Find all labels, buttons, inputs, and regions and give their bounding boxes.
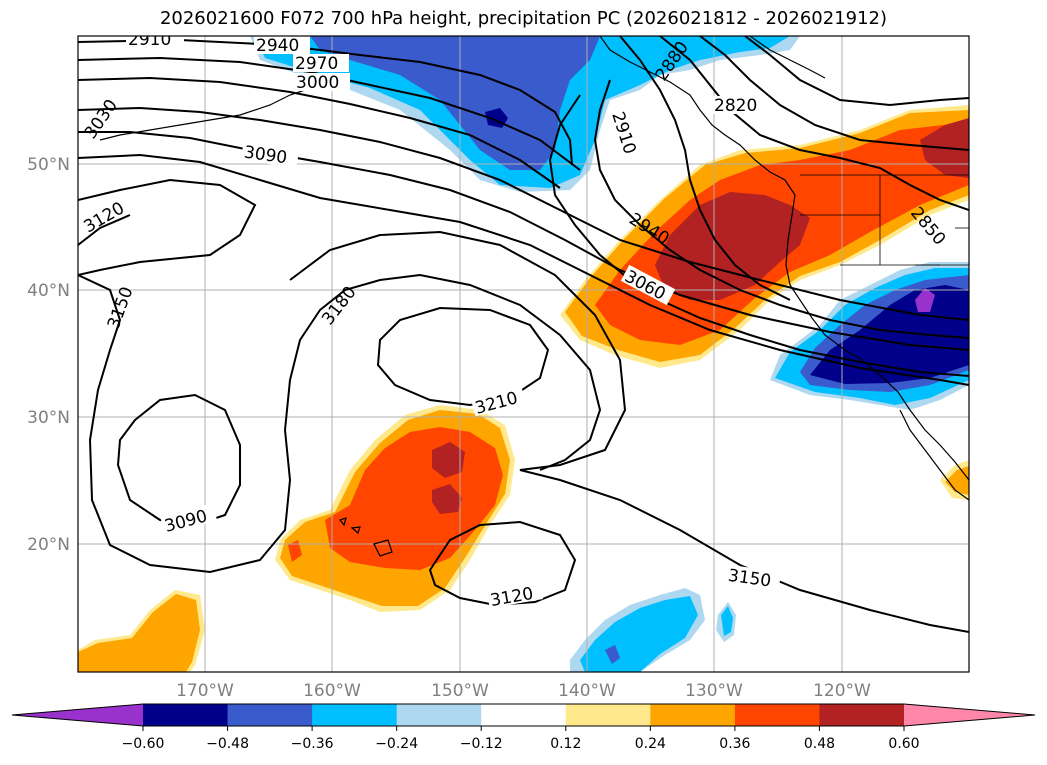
colorbar-segment: [481, 704, 567, 726]
coastlines: [99, 36, 969, 557]
colorbar-tick-label: −0.60: [122, 736, 165, 752]
lat-label-50n: 50°N: [27, 155, 70, 175]
gridlines: [78, 36, 969, 672]
colorbar-segment: [396, 704, 482, 726]
contour-label: 2940: [256, 36, 299, 56]
colorbar-tick-label: −0.12: [460, 736, 503, 752]
contour-label: 2970: [295, 54, 338, 74]
colorbar-tick-label: 0.48: [804, 736, 835, 752]
latitude-labels: 50°N 40°N 30°N 20°N: [27, 155, 70, 555]
precip-negative-north: [250, 36, 800, 192]
colorbar-tick-label: 0.12: [550, 736, 581, 752]
colorbar-tick-label: 0.36: [719, 736, 750, 752]
lon-label-120w: 120°W: [813, 681, 871, 701]
precip-negative-south: [570, 588, 736, 672]
colorbar-segment: [143, 704, 229, 726]
colorbar-extend-low: [12, 704, 143, 726]
longitude-labels: 170°W 160°W 150°W 140°W 130°W 120°W: [176, 681, 871, 701]
precip-positive-hawaii: [275, 405, 515, 612]
lat-label-40n: 40°N: [27, 281, 70, 301]
lon-label-160w: 160°W: [303, 681, 361, 701]
contour-label: 2820: [714, 96, 757, 116]
colorbar-tick-label: −0.24: [375, 736, 418, 752]
colorbar-segment: [312, 704, 398, 726]
height-contours: [78, 36, 969, 633]
colorbar-segment: [650, 704, 736, 726]
colorbar-tick-label: 0.24: [635, 736, 666, 752]
precip-positive-southwest: [78, 590, 205, 672]
plot-area: 2910 2940 2970 3000 3030 3090 3120 3150 …: [78, 30, 969, 672]
lon-label-130w: 130°W: [685, 681, 743, 701]
colorbar-extend-high: [904, 704, 1035, 726]
plot-frame: [77, 35, 970, 673]
colorbar-segment: [565, 704, 651, 726]
lat-label-20n: 20°N: [27, 535, 70, 555]
contour-label: 2910: [128, 30, 171, 50]
lat-label-30n: 30°N: [27, 408, 70, 428]
colorbar: −0.60 −0.48 −0.36 −0.24 −0.12 0.12 0.24 0.36 0.4…: [11, 703, 1036, 752]
lon-label-140w: 140°W: [558, 681, 616, 701]
lon-label-150w: 150°W: [431, 681, 489, 701]
state-borders: [800, 174, 969, 266]
colorbar-segment: [819, 704, 905, 726]
colorbar-segment: [227, 704, 313, 726]
colorbar-segment: [734, 704, 820, 726]
map-title: 2026021600 F072 700 hPa height, precipit…: [159, 8, 888, 29]
colorbar-tick-label: −0.48: [206, 736, 249, 752]
colorbar-tick-label: −0.36: [291, 736, 334, 752]
colorbar-tick-label: 0.60: [888, 736, 919, 752]
lon-label-170w: 170°W: [176, 681, 234, 701]
contour-label: 3000: [296, 73, 339, 93]
